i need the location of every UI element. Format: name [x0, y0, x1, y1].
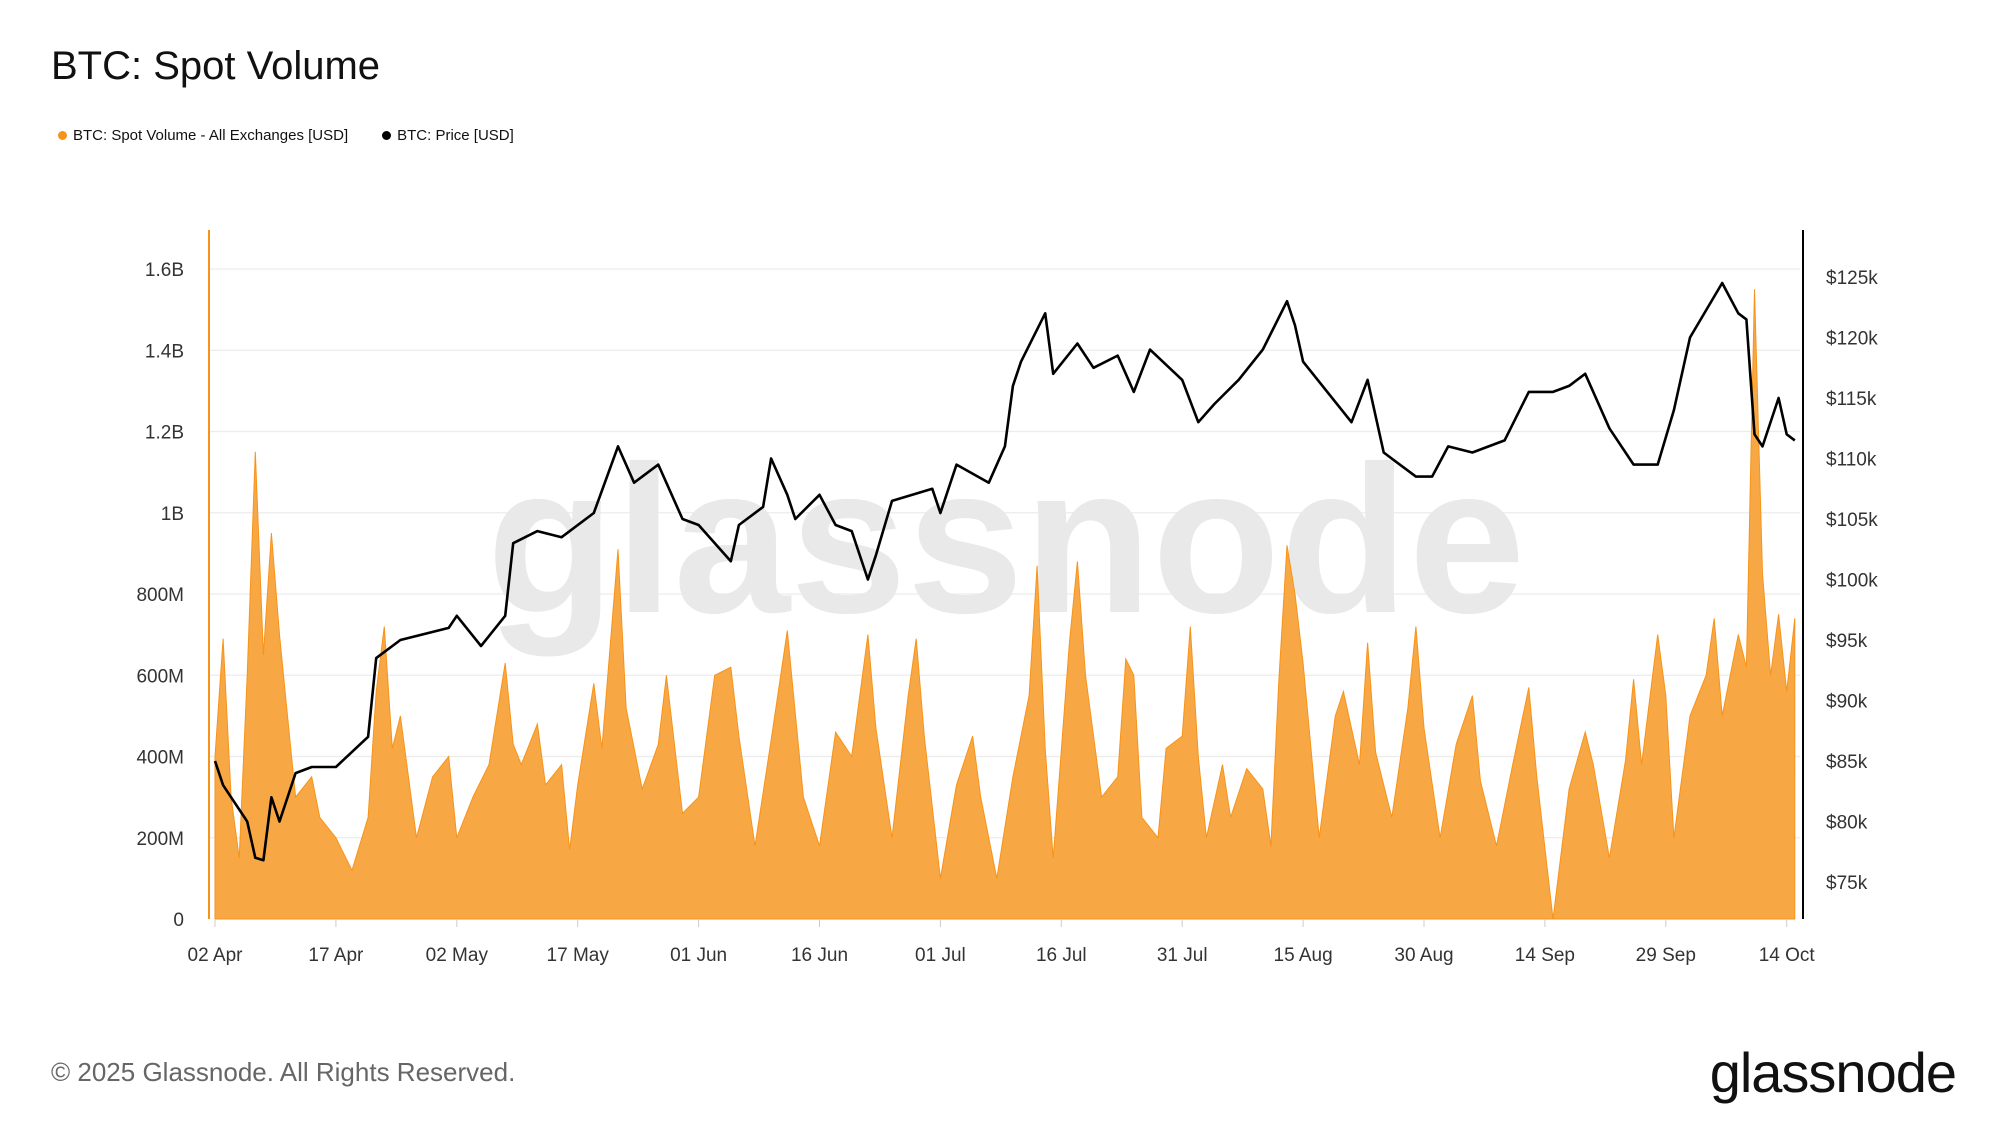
y-left-tick-label: 600M — [136, 666, 184, 687]
copyright-footer: © 2025 Glassnode. All Rights Reserved. — [51, 1057, 516, 1087]
x-tick-label: 01 Jun — [670, 945, 727, 966]
x-tick-label: 16 Jul — [1036, 945, 1087, 966]
volume-area — [214, 289, 1796, 920]
price-line — [213, 281, 1796, 862]
x-tick-label: 02 May — [426, 945, 489, 966]
x-tick-label: 14 Sep — [1515, 945, 1575, 966]
y-right-tick-label: $75k — [1826, 873, 1868, 894]
x-tick-label: 16 Jun — [791, 945, 848, 966]
y-right-tick-label: $125k — [1826, 268, 1878, 289]
x-tick-label: 17 May — [547, 945, 610, 966]
x-tick-label: 01 Jul — [915, 945, 966, 966]
x-tick-label: 29 Sep — [1636, 945, 1696, 966]
y-right-tick-label: $120k — [1826, 329, 1878, 350]
x-tick-label: 30 Aug — [1394, 945, 1453, 966]
y-left-tick-label: 1B — [161, 504, 184, 525]
y-left-tick-label: 1.2B — [145, 423, 184, 444]
legend-dot-price — [382, 131, 392, 140]
legend-label-volume: BTC: Spot Volume - All Exchanges [USD] — [73, 127, 349, 144]
y-left-tick-label: 1.4B — [145, 341, 184, 362]
x-tick-label: 31 Jul — [1157, 945, 1208, 966]
y-left-tick-label: 400M — [136, 748, 184, 769]
y-right-tick-label: $95k — [1826, 631, 1868, 652]
watermark: glassnode — [487, 422, 1526, 657]
y-left-tick-label: 1.6B — [145, 260, 184, 281]
legend-item-price[interactable]: BTC: Price [USD] — [382, 127, 514, 144]
x-tick-label: 14 Oct — [1759, 945, 1816, 966]
y-left-tick-label: 800M — [136, 585, 184, 606]
legend-dot-volume — [58, 131, 67, 140]
y-right-tick-label: $115k — [1826, 389, 1877, 410]
x-tick-label: 02 Apr — [188, 945, 244, 966]
x-tick-label: 15 Aug — [1274, 945, 1333, 966]
y-right-tick-label: $100k — [1826, 571, 1878, 592]
x-tick-label: 17 Apr — [308, 945, 364, 966]
y-right-tick-label: $80k — [1826, 813, 1868, 834]
chart-title: BTC: Spot Volume — [51, 44, 381, 88]
legend-item-volume[interactable]: BTC: Spot Volume - All Exchanges [USD] — [58, 127, 348, 144]
glassnode-logo: glassnode — [1709, 1041, 1957, 1104]
y-left-tick-label: 0 — [173, 910, 184, 931]
y-right-tick-label: $105k — [1826, 510, 1878, 531]
y-right-tick-label: $85k — [1826, 752, 1868, 773]
y-right-tick-label: $90k — [1826, 692, 1868, 713]
legend-label-price: BTC: Price [USD] — [397, 127, 514, 144]
y-left-tick-label: 200M — [136, 829, 184, 850]
legend: BTC: Spot Volume - All Exchanges [USD] B… — [58, 127, 514, 144]
y-right-tick-label: $110k — [1826, 450, 1877, 471]
